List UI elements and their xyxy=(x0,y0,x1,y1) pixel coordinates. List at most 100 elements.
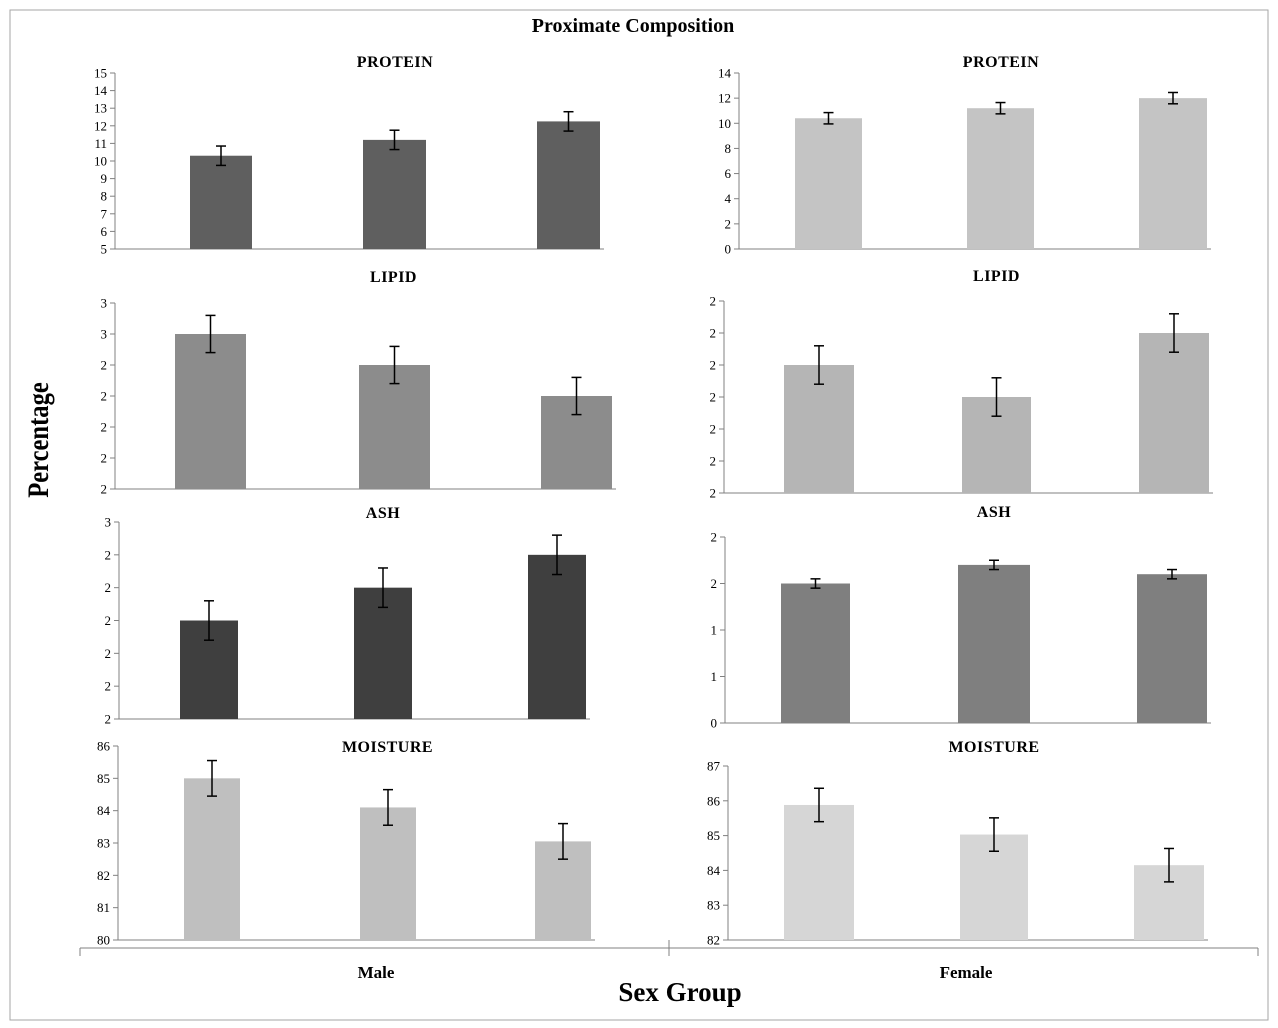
bar xyxy=(967,108,1034,249)
x-axis-label: Sex Group xyxy=(618,977,741,1007)
bar xyxy=(528,554,586,719)
y-tick-label: 1 xyxy=(711,669,718,684)
group-label-male: Male xyxy=(358,963,395,982)
bar xyxy=(1139,98,1207,250)
y-tick-label: 11 xyxy=(94,136,107,151)
bar xyxy=(784,804,854,940)
bar xyxy=(190,155,252,249)
y-tick-label: 85 xyxy=(707,828,720,843)
panel-title: LIPID xyxy=(973,268,1020,285)
y-tick-label: 14 xyxy=(718,66,732,81)
y-tick-label: 83 xyxy=(707,898,720,913)
y-tick-label: 2 xyxy=(710,326,717,341)
y-tick-label: 2 xyxy=(101,451,108,466)
bar xyxy=(360,807,416,940)
y-tick-label: 5 xyxy=(101,242,108,257)
y-tick-label: 14 xyxy=(94,83,108,98)
y-tick-label: 84 xyxy=(97,803,111,818)
y-tick-label: 10 xyxy=(94,154,107,169)
y-tick-label: 2 xyxy=(105,646,112,661)
bar xyxy=(537,121,600,249)
panel-female-ash: ASH 0 1 1 2 2 xyxy=(711,504,1211,731)
panel-title: ASH xyxy=(366,505,400,522)
y-tick-label: 10 xyxy=(718,116,731,131)
bar xyxy=(960,834,1028,940)
bar xyxy=(784,365,854,493)
y-tick-label: 15 xyxy=(94,66,107,81)
bar xyxy=(1137,574,1207,723)
bar xyxy=(958,564,1030,723)
bar xyxy=(184,778,240,940)
y-tick-label: 2 xyxy=(105,712,112,727)
panel-male-moisture: MOISTURE 80 81 82 83 84 85 86 xyxy=(97,739,595,948)
group-label-female: Female xyxy=(940,963,993,982)
y-tick-label: 86 xyxy=(97,739,111,754)
bar xyxy=(795,118,862,249)
y-tick-label: 6 xyxy=(725,166,732,181)
y-tick-label: 3 xyxy=(101,296,108,311)
y-tick-label: 2 xyxy=(711,530,718,545)
figure-title: Proximate Composition xyxy=(532,15,734,37)
y-tick-label: 2 xyxy=(710,358,717,373)
bar xyxy=(354,587,412,719)
y-tick-label: 2 xyxy=(710,422,717,437)
y-tick-label: 2 xyxy=(710,390,717,405)
y-tick-label: 7 xyxy=(101,206,108,221)
y-tick-label: 9 xyxy=(101,171,108,186)
y-tick-label: 12 xyxy=(94,118,107,133)
y-tick-label: 1 xyxy=(711,623,718,638)
y-tick-label: 12 xyxy=(718,91,731,106)
y-tick-label: 82 xyxy=(97,868,110,883)
y-tick-label: 81 xyxy=(97,900,110,915)
bar xyxy=(363,139,426,249)
y-tick-label: 2 xyxy=(710,486,717,501)
panel-title: ASH xyxy=(977,504,1011,521)
y-tick-label: 2 xyxy=(101,358,108,373)
y-tick-label: 86 xyxy=(707,793,721,808)
y-tick-label: 2 xyxy=(101,420,108,435)
panel-title: MOISTURE xyxy=(342,739,433,756)
y-tick-label: 2 xyxy=(105,679,112,694)
y-tick-label: 4 xyxy=(725,191,732,206)
y-tick-label: 13 xyxy=(94,101,107,116)
y-tick-label: 2 xyxy=(105,580,112,595)
y-tick-label: 2 xyxy=(101,389,108,404)
y-tick-label: 2 xyxy=(725,216,732,231)
y-tick-label: 2 xyxy=(105,547,112,562)
y-tick-label: 0 xyxy=(725,242,732,257)
bar xyxy=(359,365,430,489)
y-tick-label: 8 xyxy=(101,189,108,204)
y-tick-label: 2 xyxy=(710,454,717,469)
y-tick-label: 3 xyxy=(105,515,112,530)
y-tick-label: 8 xyxy=(725,141,732,156)
y-tick-label: 85 xyxy=(97,771,110,786)
y-tick-label: 6 xyxy=(101,224,108,239)
panel-title: PROTEIN xyxy=(357,54,433,71)
bar xyxy=(781,583,850,723)
y-tick-label: 3 xyxy=(101,327,108,342)
panel-title: MOISTURE xyxy=(948,739,1039,756)
panel-title: LIPID xyxy=(370,269,417,286)
chart-panels: PROTEIN56789101112131415PROTEIN024681012… xyxy=(94,54,1213,948)
bar xyxy=(1139,333,1209,493)
panel-male-protein: PROTEIN 5 6 7 8 9 10 11 12 13 14 15 xyxy=(94,54,604,257)
y-tick-label: 80 xyxy=(97,933,110,948)
panel-title: PROTEIN xyxy=(963,54,1039,71)
y-tick-label: 84 xyxy=(707,863,721,878)
y-tick-label: 82 xyxy=(707,933,720,948)
panel-female-protein: PROTEIN 0 2 4 6 8 10 12 14 xyxy=(718,54,1211,257)
y-tick-label: 2 xyxy=(710,294,717,309)
panel-female-lipid: LIPID 2 2 2 2 2 2 2 xyxy=(710,268,1213,501)
panel-female-moisture: MOISTURE 82 83 84 85 86 87 xyxy=(707,739,1208,948)
y-tick-label: 2 xyxy=(105,613,112,628)
y-tick-label: 83 xyxy=(97,836,110,851)
panel-male-ash: ASH 2 2 2 2 2 2 3 xyxy=(105,505,590,727)
panel-male-lipid: LIPID 2 2 2 2 2 3 3 xyxy=(101,269,616,497)
y-tick-label: 2 xyxy=(101,482,108,497)
y-tick-label: 87 xyxy=(707,759,721,774)
y-tick-label: 0 xyxy=(711,716,718,731)
y-axis-label: Percentage xyxy=(22,382,55,498)
y-tick-label: 2 xyxy=(711,576,718,591)
bar xyxy=(175,334,246,489)
